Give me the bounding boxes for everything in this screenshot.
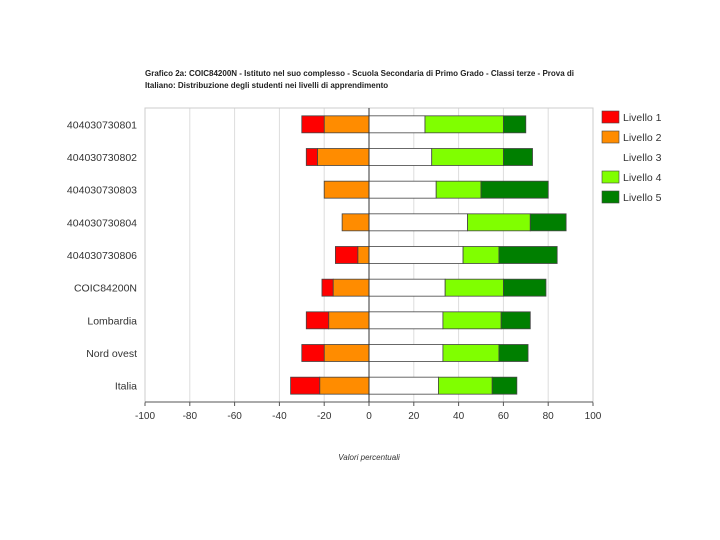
category-label: 404030730806 (67, 250, 137, 262)
bar-segment (368, 180, 437, 199)
bar-segment (442, 344, 500, 362)
x-tick-label: 40 (453, 411, 465, 422)
bar-segment (368, 311, 444, 330)
category-label: Italia (115, 381, 137, 393)
bar-segment (368, 344, 444, 362)
category-label: COIC84200N (74, 283, 137, 295)
x-tick-label: -60 (227, 411, 242, 422)
legend-label: Livello 1 (623, 112, 662, 124)
bar-segment (368, 376, 439, 395)
category-label: 404030730801 (67, 119, 137, 131)
bar-segment (368, 278, 446, 297)
bar-segment (301, 344, 325, 362)
bar-segment (431, 148, 504, 166)
category-label: 404030730803 (67, 185, 137, 197)
bar-segment (467, 213, 531, 232)
bar-segment (357, 246, 370, 264)
bar-segment (491, 376, 518, 395)
bar-segment (529, 213, 567, 232)
bar-segment (317, 148, 370, 166)
x-tick-label: -80 (183, 411, 198, 422)
x-tick-label: 80 (543, 411, 555, 422)
bar-segment (438, 376, 493, 395)
x-tick-label: -100 (135, 411, 155, 422)
bar-segment (462, 246, 500, 264)
bar-segment (444, 278, 504, 297)
bar-segment (290, 376, 321, 395)
bar-segment (502, 115, 527, 134)
bar-segment (424, 115, 504, 134)
bar-segment (368, 148, 433, 166)
legend-swatch (601, 170, 620, 184)
category-label: Lombardia (87, 315, 137, 327)
x-tick-label: 60 (498, 411, 510, 422)
chart-title: Grafico 2a: COIC84200N - Istituto nel su… (145, 69, 575, 90)
bar-segment (332, 278, 370, 297)
legend-label: Livello 4 (623, 172, 662, 184)
x-tick-label: 0 (366, 411, 372, 422)
bar-segment (321, 278, 334, 297)
x-tick-label: 20 (408, 411, 420, 422)
bar-segment (500, 311, 531, 330)
bar-segment (368, 246, 464, 264)
bar-segment (480, 180, 549, 199)
x-tick-label: -40 (272, 411, 287, 422)
x-axis-label: Valori percentuali (338, 453, 400, 462)
bar-segment (328, 311, 370, 330)
bar-segment (305, 311, 330, 330)
legend-swatch (601, 130, 620, 144)
legend-swatch (601, 190, 620, 204)
x-tick-label: -20 (317, 411, 332, 422)
legend-swatch (601, 150, 620, 164)
bar-segment (341, 213, 370, 232)
legend-swatch (601, 110, 620, 124)
bar-segment (502, 278, 547, 297)
bar-segment (502, 148, 533, 166)
bar-segment (498, 344, 529, 362)
category-label: 404030730802 (67, 152, 137, 164)
bar-segment (334, 246, 359, 264)
legend-label: Livello 5 (623, 192, 662, 204)
legend-label: Livello 3 (623, 152, 662, 164)
bar-segment (323, 180, 370, 199)
bar-segment (323, 115, 370, 134)
bar-segment (323, 344, 370, 362)
x-tick-label: 100 (585, 411, 602, 422)
bar-segment (498, 246, 558, 264)
category-label: Nord ovest (86, 348, 137, 360)
bar-segment (319, 376, 370, 395)
bar-segment (301, 115, 325, 134)
bar-segment (442, 311, 502, 330)
bar-segment (368, 213, 468, 232)
bar-segment (435, 180, 482, 199)
category-label: 404030730804 (67, 217, 137, 229)
bar-segment (368, 115, 426, 134)
bar-segment (305, 148, 318, 166)
legend-label: Livello 2 (623, 132, 662, 144)
